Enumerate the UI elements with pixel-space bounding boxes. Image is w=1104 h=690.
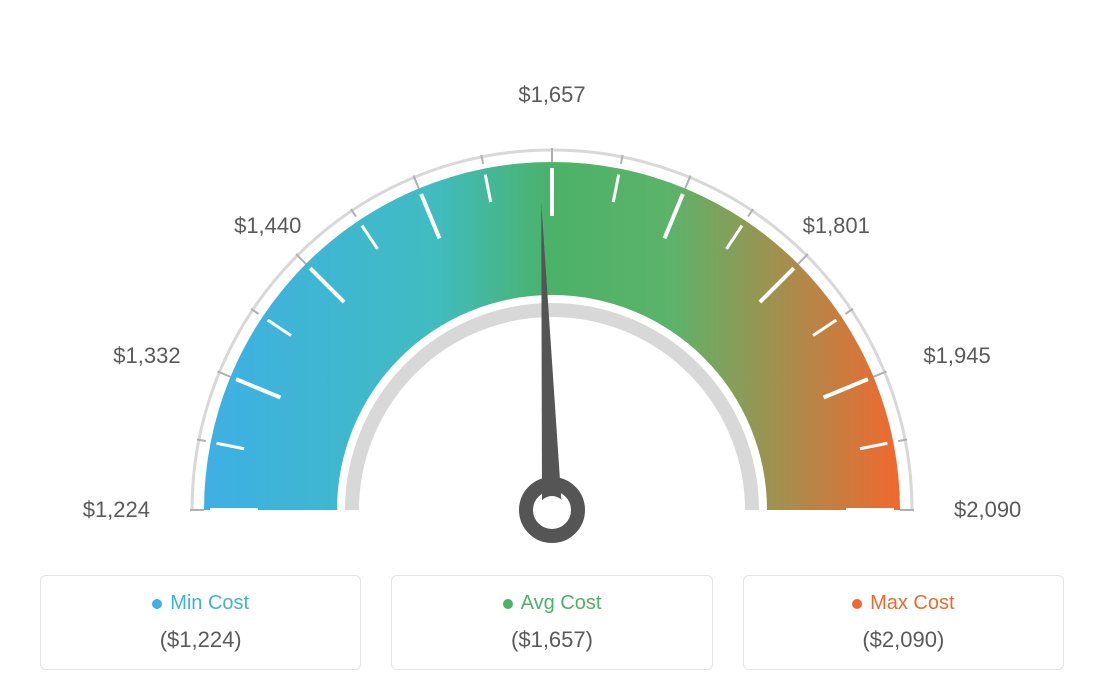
legend-label-min: Min Cost <box>170 592 249 615</box>
scale-label: $1,332 <box>113 343 180 369</box>
legend-title-min: Min Cost <box>51 592 350 615</box>
scale-label: $1,801 <box>803 213 870 239</box>
legend-title-avg: Avg Cost <box>402 592 701 615</box>
gauge-svg <box>102 40 1002 560</box>
legend-row: Min Cost ($1,224) Avg Cost ($1,657) Max … <box>40 575 1064 670</box>
gauge-area: $1,224 $1,332 $1,440 $1,657 $1,801 $1,945 $2,0… <box>0 0 1104 560</box>
legend-value-max: ($2,090) <box>754 627 1053 653</box>
legend-label-max: Max Cost <box>870 592 954 615</box>
legend-title-max: Max Cost <box>754 592 1053 615</box>
legend-dot-min <box>152 599 162 609</box>
legend-dot-avg <box>503 599 513 609</box>
legend-card-max: Max Cost ($2,090) <box>743 575 1064 670</box>
scale-label: $1,440 <box>234 213 301 239</box>
legend-value-avg: ($1,657) <box>402 627 701 653</box>
legend-value-min: ($1,224) <box>51 627 350 653</box>
legend-card-avg: Avg Cost ($1,657) <box>391 575 712 670</box>
scale-label: $1,224 <box>83 497 150 523</box>
gauge-chart-container: $1,224 $1,332 $1,440 $1,657 $1,801 $1,945 $2,0… <box>0 0 1104 690</box>
scale-label: $1,945 <box>923 343 990 369</box>
legend-label-avg: Avg Cost <box>521 592 602 615</box>
scale-label: $2,090 <box>954 497 1021 523</box>
legend-card-min: Min Cost ($1,224) <box>40 575 361 670</box>
scale-label: $1,657 <box>518 82 585 108</box>
legend-dot-max <box>852 599 862 609</box>
